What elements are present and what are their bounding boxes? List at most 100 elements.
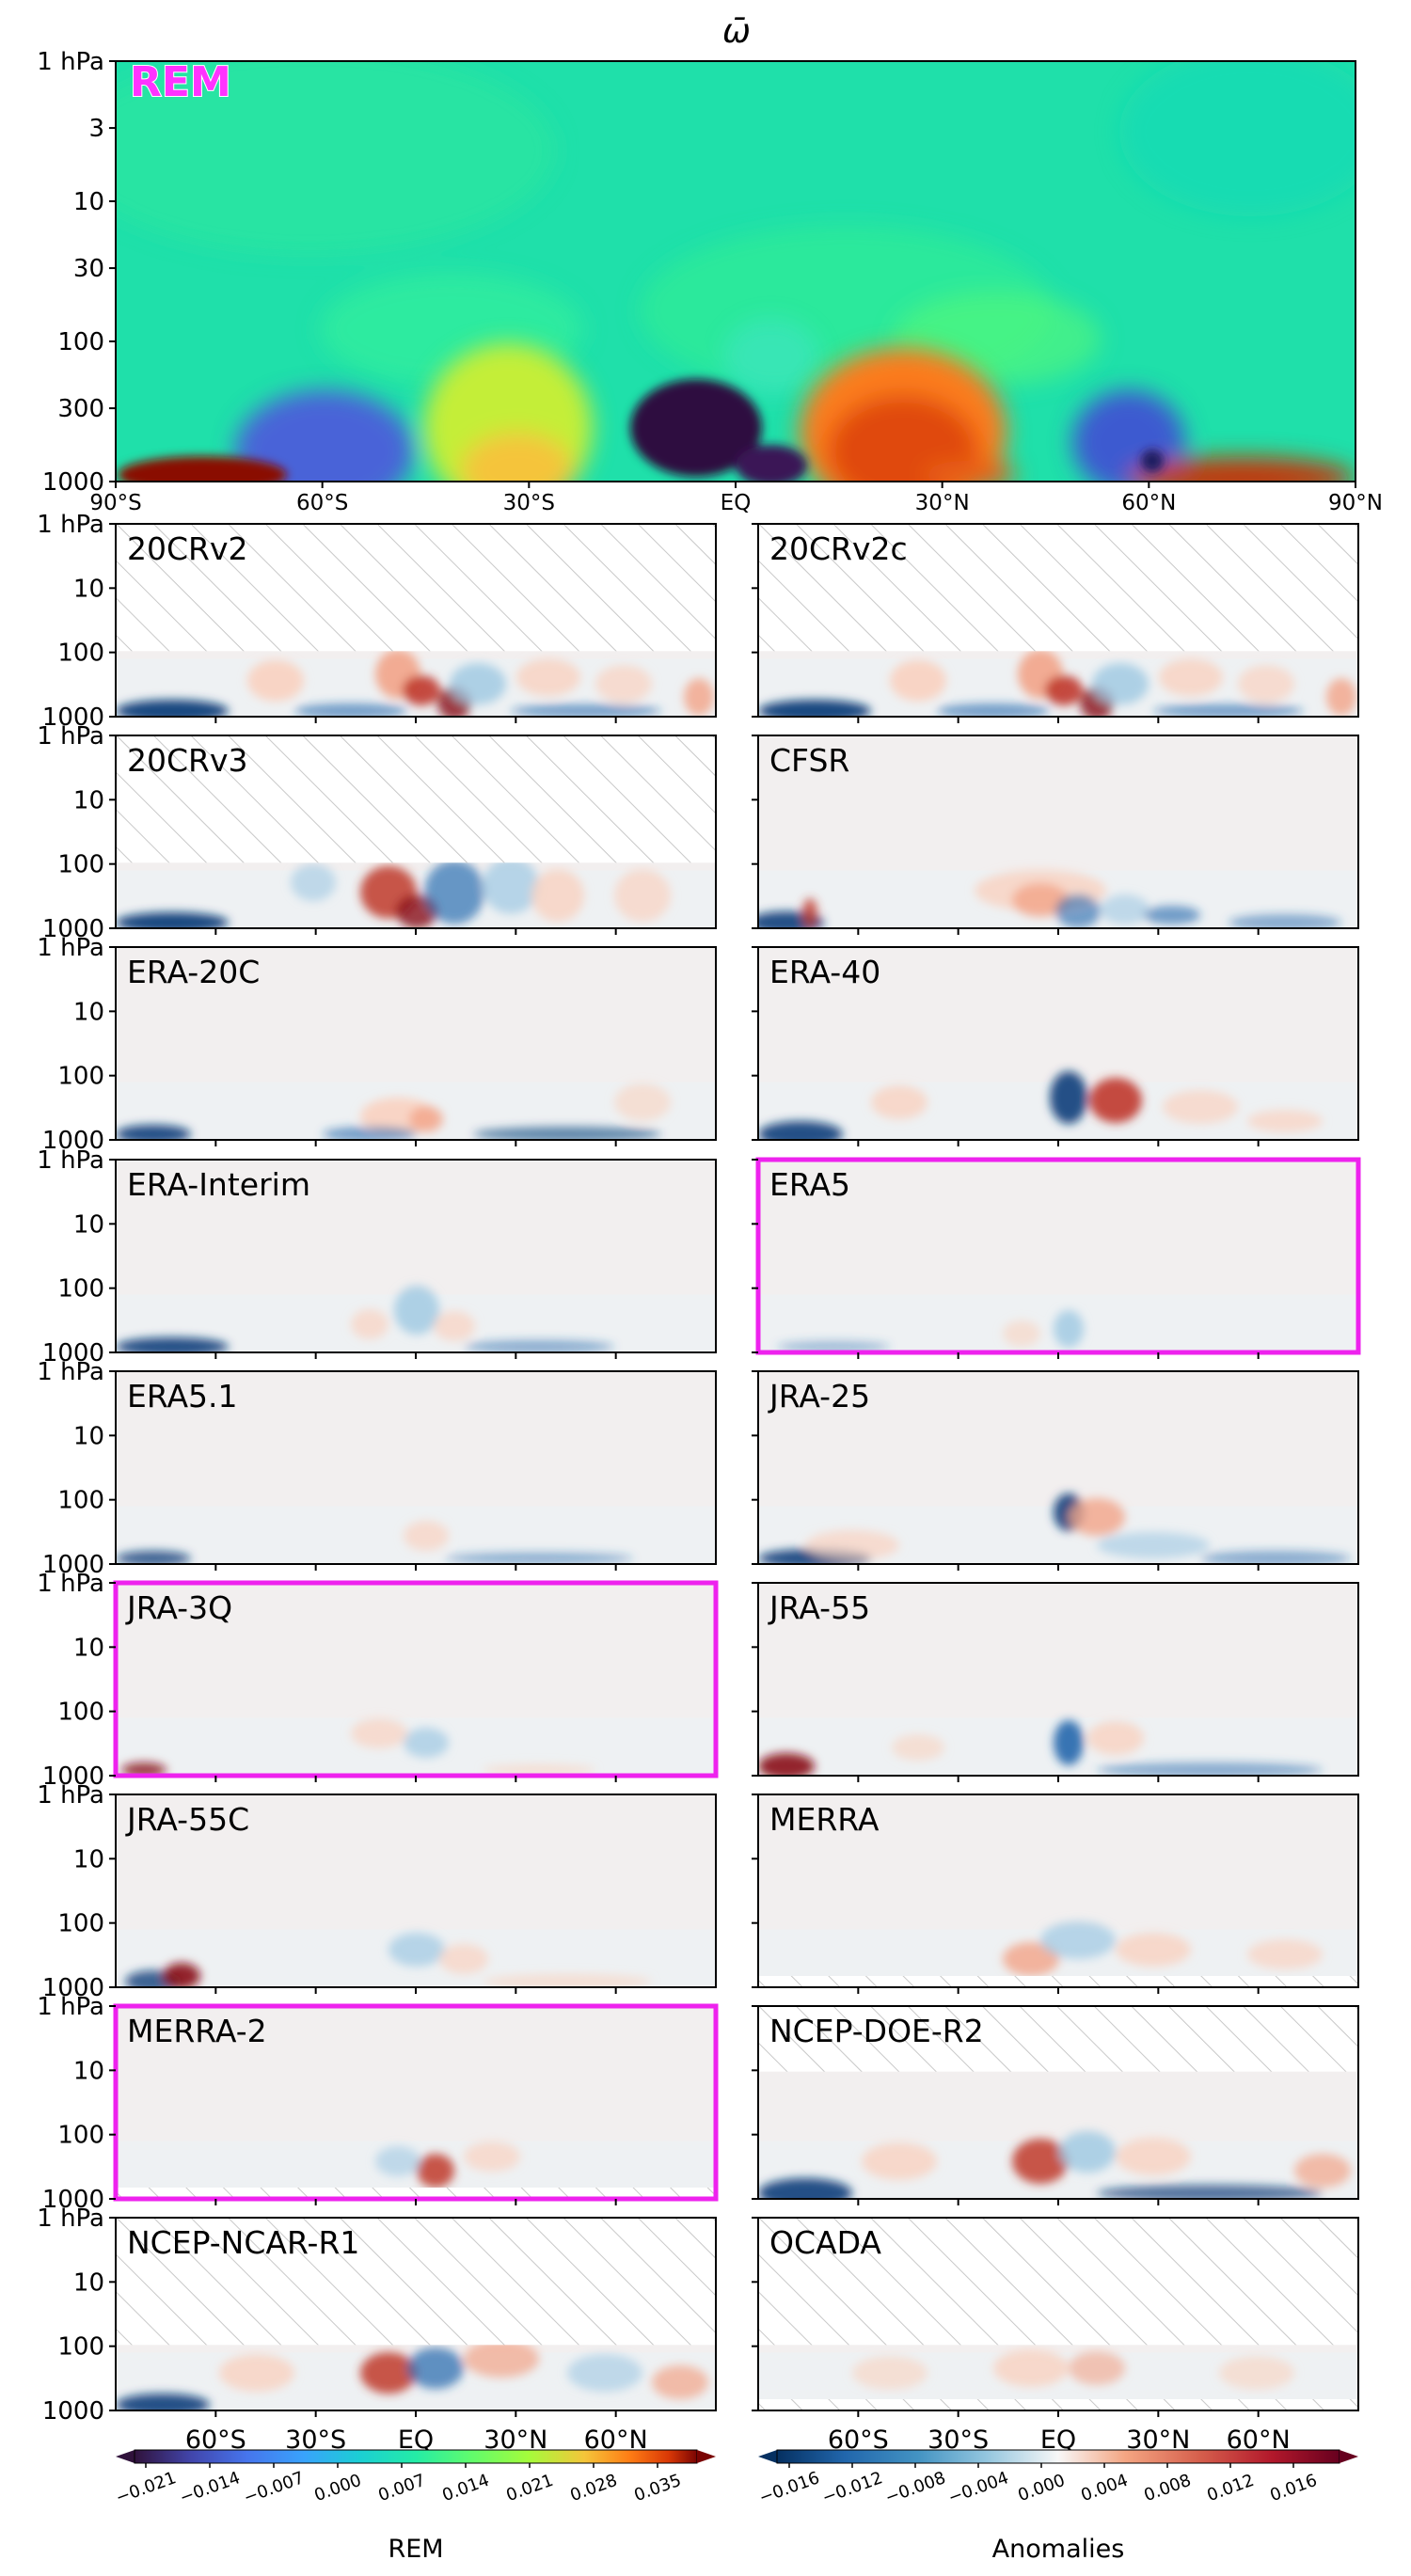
anomaly-feature — [483, 857, 539, 914]
anomaly-feature — [777, 1341, 890, 1352]
panel-label: 20CRv2c — [769, 530, 908, 567]
anomaly-field — [758, 1071, 1323, 1140]
anomaly-feature — [852, 2356, 927, 2390]
anomaly-feature — [993, 2349, 1069, 2387]
panel-tint — [758, 1160, 1358, 1295]
anomaly-feature — [291, 863, 336, 902]
anomaly-feature — [483, 1764, 595, 1776]
colorbar-tick-label: 0.016 — [1267, 2471, 1320, 2505]
panel-tint — [116, 1583, 716, 1718]
panel-field — [116, 947, 716, 1140]
y-tick-label: 100 — [57, 851, 104, 879]
anomaly-feature — [511, 704, 661, 717]
anomaly-feature — [1101, 894, 1149, 925]
anomaly-feature — [802, 898, 817, 928]
anomaly-feature — [219, 2354, 294, 2392]
anomaly-feature — [464, 2141, 520, 2172]
missing-hatch-bottom — [758, 2399, 1358, 2410]
panel-label: 20CRv2 — [127, 530, 248, 567]
anomaly-field — [1003, 1921, 1323, 1976]
anomaly-field — [758, 2131, 1351, 2199]
anomaly-feature — [439, 1944, 488, 1974]
anomaly-feature — [247, 659, 304, 702]
panel-label: MERRA — [769, 1801, 880, 1838]
panel-field — [116, 735, 716, 928]
y-tick-label: 3 — [88, 115, 104, 143]
anomaly-feature — [464, 2340, 539, 2378]
y-tick-label: 10 — [73, 188, 104, 216]
anomaly-field — [758, 1720, 1323, 1776]
anomaly-feature — [1054, 1310, 1084, 1348]
anomaly-feature — [614, 1083, 671, 1121]
y-tick-label: 1 hPa — [37, 2205, 104, 2233]
panel-20crv2: 20CRv2 1 hPa 10 100 1000 — [37, 511, 717, 732]
anomaly-feature — [1097, 2185, 1323, 2199]
anomaly-feature — [1055, 894, 1101, 928]
panel-tint — [116, 2006, 716, 2141]
y-tick-label: 10 — [73, 998, 104, 1026]
anomaly-feature — [163, 1963, 200, 1987]
panel-field — [758, 1371, 1358, 1564]
anomaly-feature — [758, 1753, 815, 1776]
panel-20crv2c: 20CRv2c — [752, 523, 1359, 723]
anomaly-feature — [409, 1106, 443, 1132]
panel-era-interim: ERA-Interim 1 hPa 10 100 1000 — [37, 1146, 717, 1367]
y-tick-label: 1 hPa — [37, 1781, 104, 1810]
panel-jra-3q: JRA-3Q 1 hPa 10 100 1000 — [37, 1570, 719, 1791]
anomaly-feature — [1116, 2138, 1191, 2175]
y-tick-label: 1 hPa — [37, 1358, 104, 1386]
anomaly-feature — [1229, 914, 1341, 928]
panel-label: MERRA-2 — [127, 2013, 267, 2049]
anomaly-feature — [1003, 1942, 1059, 1976]
panel-jra-25: JRA-25 — [752, 1370, 1359, 1571]
y-tick-label: 10 — [73, 786, 104, 814]
colorbar-extend-high — [697, 2450, 716, 2463]
colorbar-extend-low — [116, 2450, 135, 2463]
panel-field — [758, 2006, 1358, 2199]
anomaly-feature — [294, 703, 407, 717]
panel-era-20c: ERA-20C 1 hPa 10 100 1000 — [37, 934, 717, 1155]
panel-tint — [116, 1794, 716, 1930]
y-tick-label: 10 — [73, 2057, 104, 2085]
y-tick-label: 1000 — [42, 2397, 104, 2426]
y-tick-label: 1 hPa — [37, 48, 104, 76]
panel-label: JRA-55 — [768, 1589, 870, 1626]
anomaly-feature — [758, 700, 871, 717]
colorbar-tick-label: −0.004 — [945, 2468, 1011, 2508]
panel-field — [758, 2218, 1358, 2410]
colorbar-tick-label: −0.007 — [241, 2468, 307, 2508]
panel-field — [758, 1583, 1358, 1776]
anomaly-field — [116, 857, 671, 928]
panel-jra-55: JRA-55 — [752, 1582, 1359, 1782]
y-tick-label: 100 — [57, 1275, 104, 1304]
anomaly-feature — [890, 659, 946, 702]
anomaly-feature — [567, 2354, 642, 2392]
colorbar-tick-label: −0.016 — [756, 2468, 822, 2508]
panel-field — [116, 1583, 716, 1776]
rem-y-axis: 1 hPa 3 10 30 100 300 1000 — [37, 48, 116, 497]
anomaly-feature — [375, 2146, 420, 2176]
x-tick-label: 90°S — [89, 491, 141, 515]
anomaly-feature — [1089, 1078, 1142, 1123]
panel-field — [116, 1794, 716, 1987]
missing-hatch — [758, 2218, 1358, 2346]
colorbar-tick-label: 0.021 — [503, 2471, 556, 2505]
missing-hatch — [116, 524, 716, 652]
panel-field — [758, 1794, 1358, 1987]
panel-label: JRA-55C — [125, 1801, 249, 1838]
anomaly-feature — [1238, 665, 1294, 703]
anomaly-feature — [351, 1718, 407, 1748]
anomaly-feature — [1059, 2131, 1116, 2173]
y-tick-label: 100 — [57, 1063, 104, 1091]
panel-tint — [758, 1371, 1358, 1507]
y-tick-label: 1000 — [42, 2186, 104, 2214]
y-tick-label: 1000 — [42, 1551, 104, 1579]
y-tick-label: 30 — [73, 255, 104, 283]
colorbar-extend-high — [1340, 2450, 1358, 2463]
panel-field — [116, 1371, 716, 1564]
colorbar-gradient — [776, 2449, 1340, 2464]
anomaly-feature — [1294, 2154, 1351, 2188]
anomaly-field — [116, 1083, 671, 1140]
colorbar-tick-label: 0.028 — [567, 2471, 620, 2505]
